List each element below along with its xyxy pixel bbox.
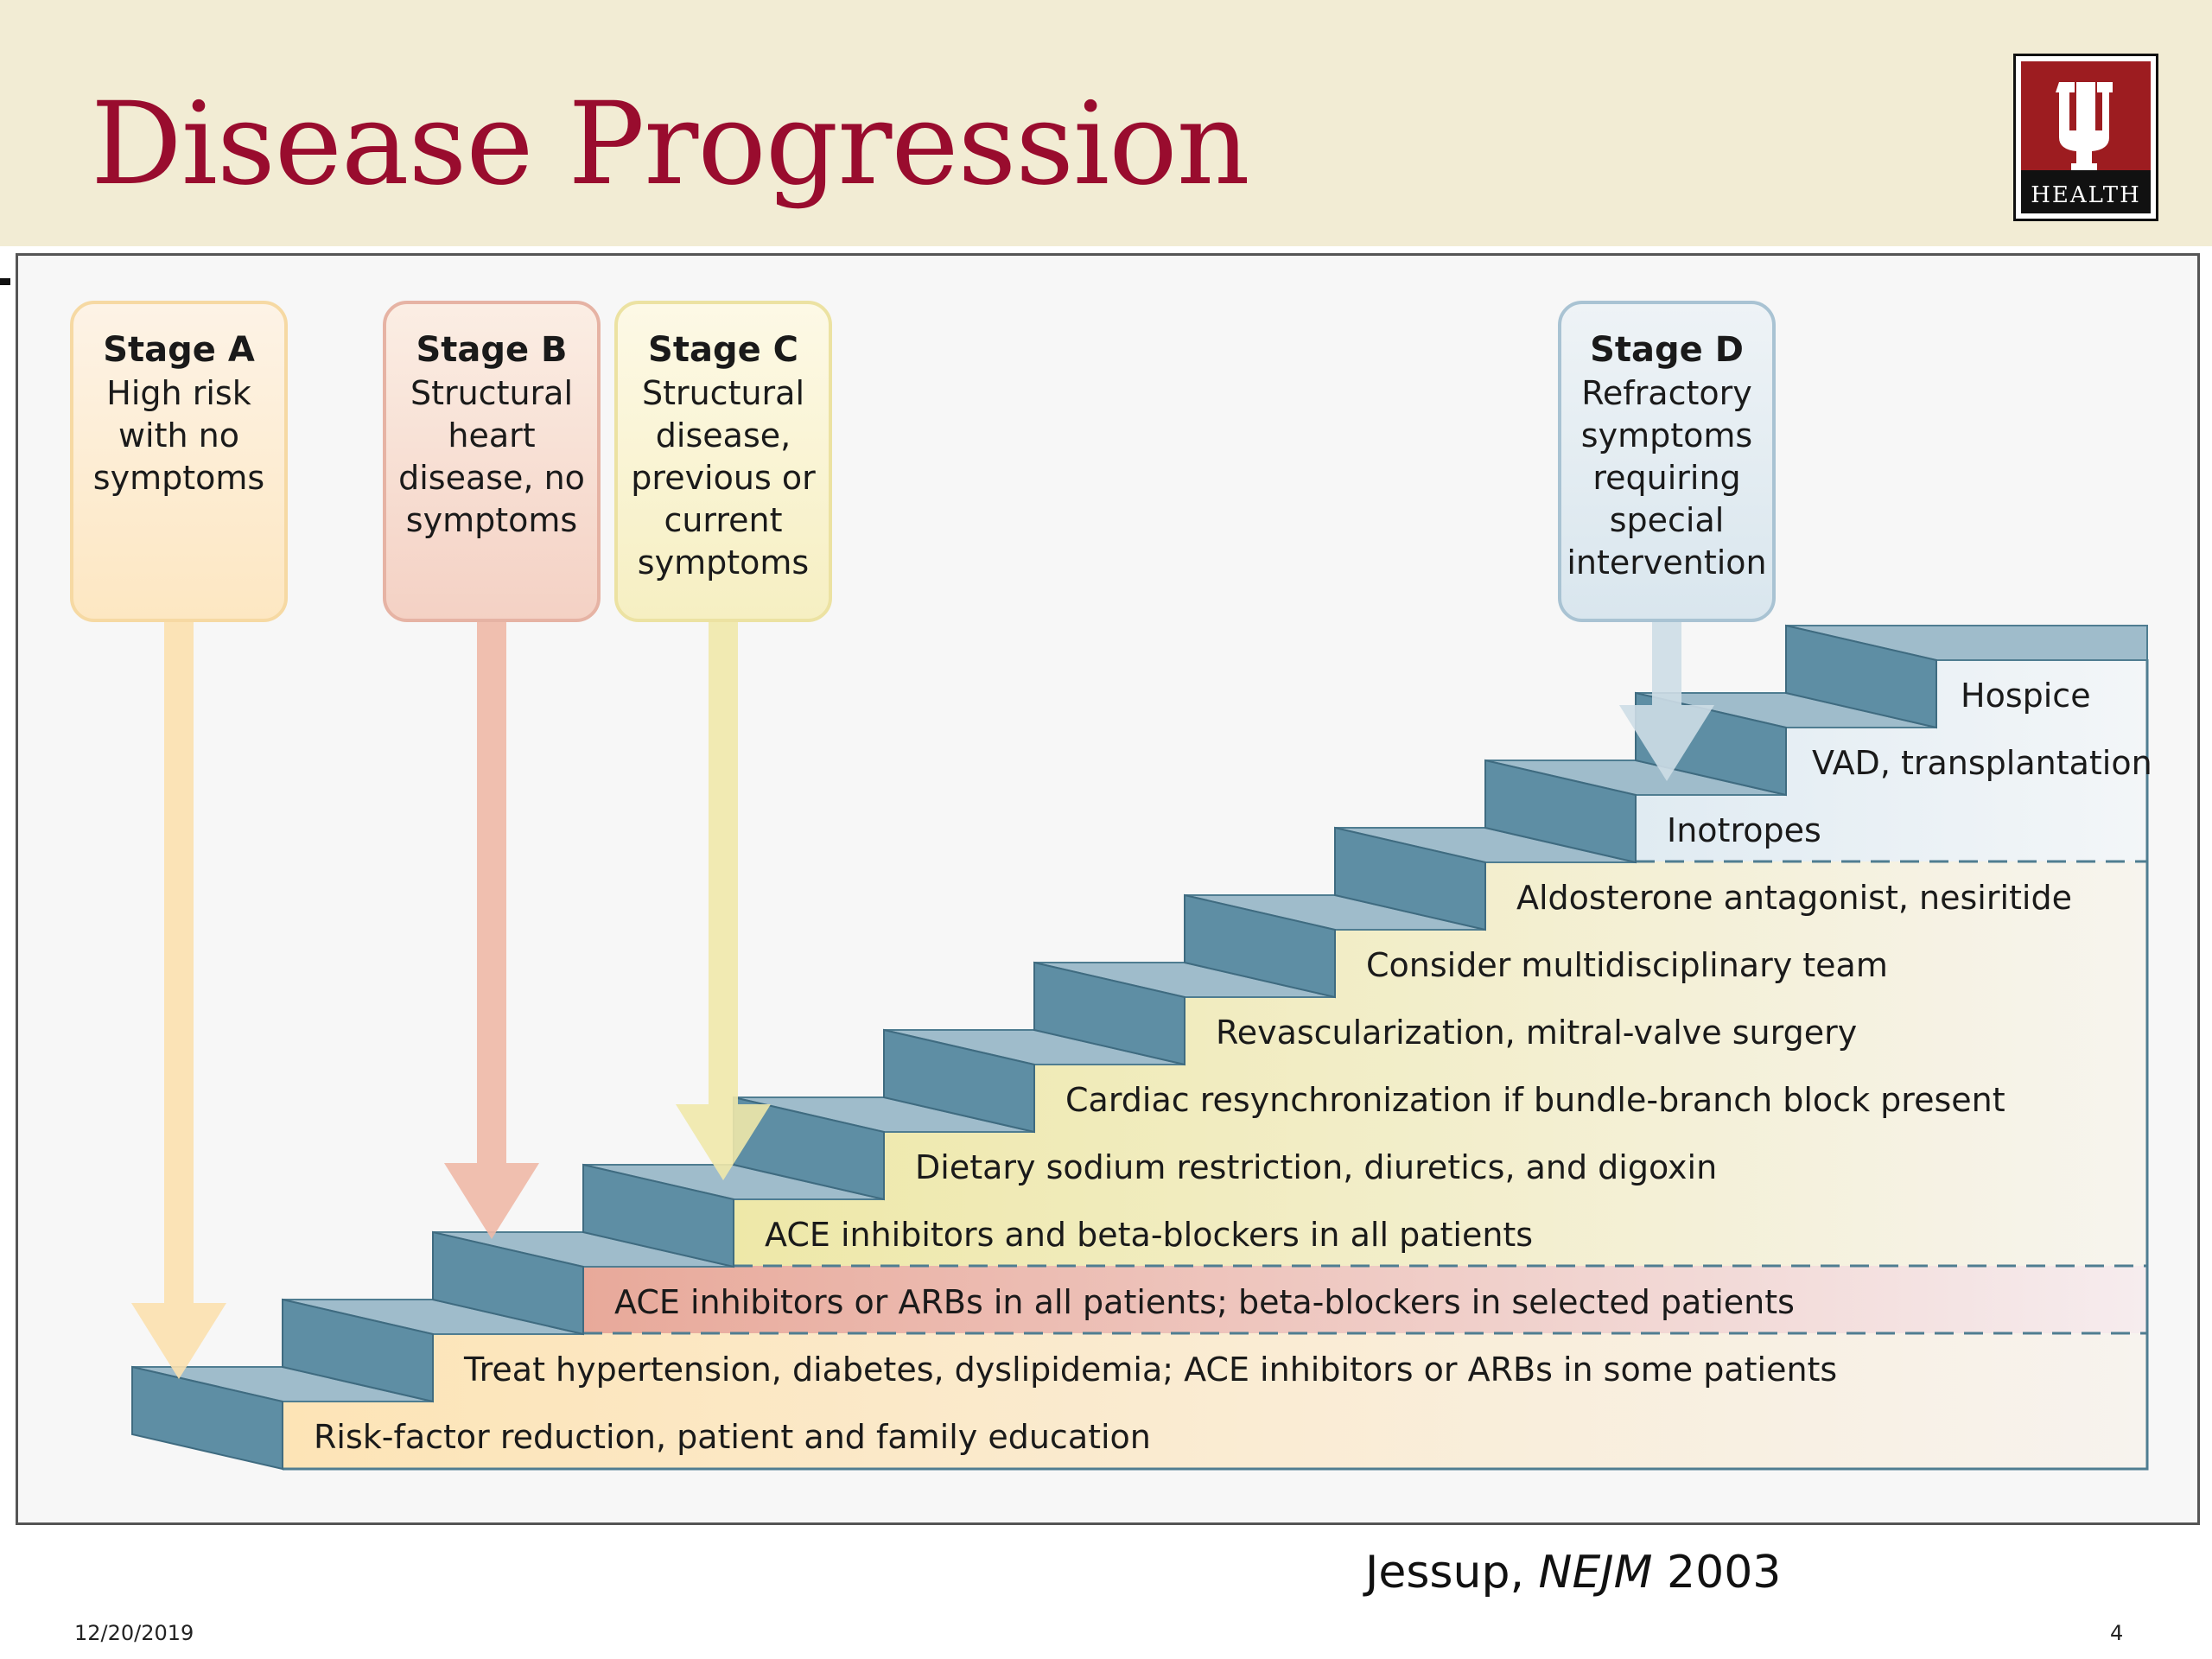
step-label: Risk-factor reduction, patient and famil…: [314, 1418, 1151, 1456]
stair-riser: [1484, 759, 1637, 864]
iu-health-logo: HEALTH: [2013, 54, 2158, 221]
stage-arrow: [676, 617, 771, 1180]
step-labels: Risk-factor reduction, patient and famil…: [314, 677, 2152, 1456]
stage-description-line: Structural: [642, 374, 804, 412]
stage-b-box: Stage B Structural heart disease, no symptom…: [383, 301, 601, 1239]
slide-title: Disease Progression: [91, 78, 1250, 211]
staircase-diagram: Risk-factor reduction, patient and famil…: [70, 301, 2152, 1471]
stage-a-box: Stage A High risk with no symptoms: [70, 301, 288, 1379]
stage-description-line: symptoms: [93, 459, 264, 497]
slide-header: Disease Progression HEALTH: [0, 0, 2212, 246]
stage-description-line: disease,: [656, 416, 791, 454]
steps-group: [131, 624, 2148, 1471]
stair-riser: [1033, 961, 1185, 1066]
stage-title: Stage B: [416, 330, 567, 370]
step-label: Aldosterone antagonist, nesiritide: [1516, 879, 2072, 917]
stage-c-box: Stage C Structural disease, previous or curr…: [614, 301, 832, 1180]
stage-description-line: disease, no: [398, 459, 585, 497]
stair-step: [131, 1365, 434, 1471]
stair-riser: [131, 1365, 283, 1471]
stage-description-line: previous or: [631, 459, 816, 497]
citation-author: Jessup,: [1365, 1547, 1539, 1599]
step-label: Treat hypertension, diabetes, dyslipidem…: [463, 1351, 1837, 1389]
stage-description-line: symptoms: [638, 543, 809, 582]
stage-description-line: heart: [448, 416, 535, 454]
citation: Jessup, NEJM 2003: [1365, 1547, 1781, 1599]
stage-description-line: current: [664, 501, 782, 539]
stair-step: [883, 1028, 1185, 1134]
stage-title: Stage C: [648, 330, 798, 370]
step-label: ACE inhibitors and beta-blockers in all …: [765, 1216, 1533, 1254]
stair-step: [1334, 826, 1637, 931]
staircase-figure: Risk-factor reduction, patient and famil…: [16, 253, 2200, 1525]
stage-description-line: requiring: [1592, 459, 1740, 497]
stage-description-line: intervention: [1567, 543, 1766, 582]
stair-step: [1785, 624, 2148, 729]
page-number: 4: [2110, 1621, 2124, 1645]
step-label: Inotropes: [1667, 811, 1821, 849]
stage-description-line: Refractory: [1581, 374, 1752, 412]
stage-title: Stage A: [103, 330, 255, 370]
footer-date: 12/20/2019: [74, 1621, 194, 1645]
step-label: Dietary sodium restriction, diuretics, a…: [915, 1148, 1717, 1186]
stage-d-box: Stage D Refractory symptoms requiring specia…: [1558, 301, 1776, 781]
step-label: VAD, transplantation: [1812, 744, 2152, 782]
step-label: Hospice: [1961, 677, 2091, 715]
stage-box-frame: [70, 301, 288, 622]
stage-b-band: [583, 1266, 2147, 1333]
stair-riser: [1334, 826, 1486, 931]
stage-description-line: special: [1610, 501, 1725, 539]
stair-step: [432, 1230, 734, 1336]
stage-box-frame: [1558, 301, 1776, 622]
stage-box-frame: [383, 301, 601, 622]
stage-box-frame: [614, 301, 832, 622]
step-label: Consider multidisciplinary team: [1366, 946, 1888, 984]
citation-year: 2003: [1652, 1547, 1782, 1599]
slide-edge-mark: [0, 278, 10, 285]
stage-c-band: [734, 861, 2147, 1266]
stage-d-band: [1636, 659, 2147, 861]
stage-title: Stage D: [1590, 330, 1744, 370]
stage-arrow: [131, 617, 226, 1379]
stage-description-line: with no: [118, 416, 239, 454]
stair-riser: [1184, 893, 1336, 999]
diagram-frame: [283, 659, 2149, 1471]
stage-description-line: Structural: [410, 374, 573, 412]
stage-arrow: [444, 617, 539, 1239]
step-label: ACE inhibitors or ARBs in all patients; …: [614, 1283, 1795, 1321]
step-label: Cardiac resynchronization if bundle-bran…: [1065, 1081, 2005, 1119]
stage-description-line: symptoms: [406, 501, 577, 539]
stair-riser: [1785, 624, 1937, 729]
stage-a-band: [283, 1333, 2147, 1469]
stair-step: [1033, 961, 1336, 1066]
stair-riser: [883, 1028, 1035, 1134]
stage-description-line: High risk: [106, 374, 251, 412]
stair-riser: [582, 1163, 734, 1268]
trident-icon: [2056, 82, 2113, 170]
stage-arrow: [1619, 617, 1714, 781]
step-label: Revascularization, mitral-valve surgery: [1216, 1014, 1857, 1052]
citation-journal: NEJM: [1538, 1547, 1653, 1599]
logo-word: HEALTH: [2031, 182, 2141, 208]
stair-riser: [282, 1298, 434, 1403]
stair-riser: [432, 1230, 584, 1336]
stage-description-line: symptoms: [1581, 416, 1752, 454]
